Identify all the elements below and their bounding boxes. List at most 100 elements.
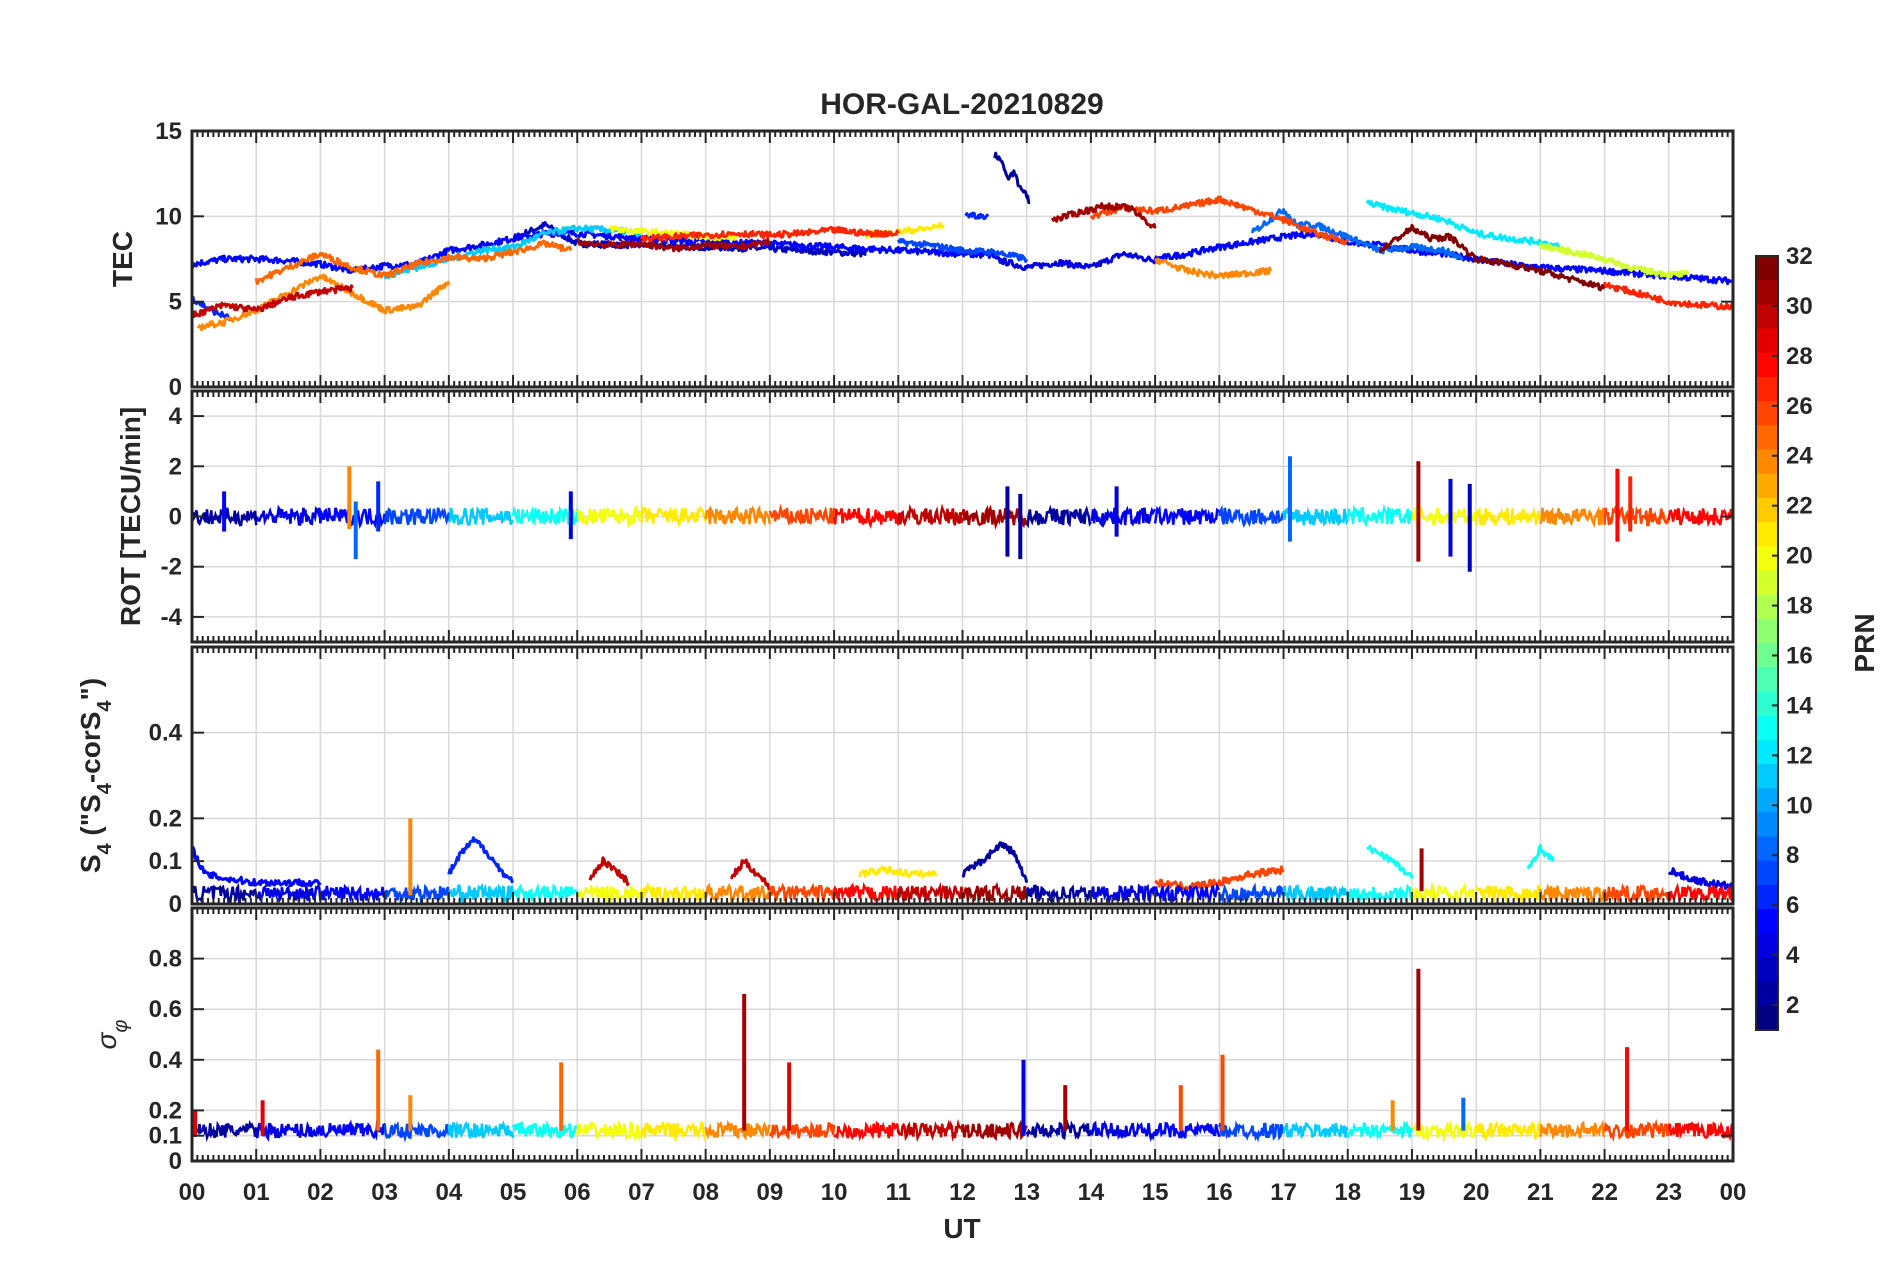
noise-trace-prn-2 bbox=[1025, 1118, 1093, 1141]
series-line-prn-3 bbox=[512, 221, 867, 258]
y-axis-label-tec: TEC bbox=[107, 231, 138, 287]
noise-trace-prn-26 bbox=[1603, 1118, 1671, 1143]
x-axis-label: UT bbox=[943, 1213, 980, 1244]
y-tick-label-tec: 0 bbox=[169, 374, 182, 401]
y-tick-label-s4: 0 bbox=[169, 891, 182, 918]
noise-trace-prn-11 bbox=[447, 506, 514, 526]
colorbar-segment bbox=[1756, 425, 1778, 451]
noise-trace-prn-11 bbox=[1282, 1121, 1349, 1140]
colorbar-segment bbox=[1756, 401, 1778, 426]
colorbar-tick-label: 6 bbox=[1786, 892, 1799, 919]
colorbar-tick-label: 28 bbox=[1786, 343, 1813, 370]
series-line-prn-27 bbox=[640, 225, 900, 243]
x-tick-label: 19 bbox=[1399, 1179, 1426, 1206]
x-tick-label: 06 bbox=[564, 1179, 591, 1206]
colorbar-tick-label: 30 bbox=[1786, 293, 1813, 320]
noise-trace-prn-7 bbox=[383, 1120, 451, 1143]
noise-trace-prn-11 bbox=[1282, 507, 1349, 527]
series-line-prn-20 bbox=[608, 225, 739, 242]
noise-trace-prn-20 bbox=[1410, 881, 1478, 905]
noise-trace-prn-13 bbox=[1346, 1120, 1414, 1142]
x-tick-label: 00 bbox=[1720, 1179, 1747, 1206]
colorbar-segment bbox=[1756, 497, 1778, 523]
series-line-prn-6 bbox=[964, 211, 990, 221]
noise-trace-prn-20 bbox=[576, 504, 643, 529]
colorbar-segment bbox=[1756, 594, 1778, 620]
series-line-prn-24 bbox=[1154, 257, 1273, 280]
noise-trace-prn-2 bbox=[1025, 504, 1092, 529]
y-tick-label-tec: 15 bbox=[155, 118, 182, 145]
noise-trace-prn-7 bbox=[1218, 504, 1285, 528]
series-line-prn-26 bbox=[1154, 865, 1285, 892]
series-line-prn-13 bbox=[1526, 843, 1555, 870]
x-tick-label: 04 bbox=[435, 1179, 462, 1206]
colorbar-segment bbox=[1756, 570, 1778, 596]
colorbar-segment bbox=[1756, 328, 1778, 354]
noise-trace-prn-28 bbox=[1667, 506, 1735, 528]
y-tick-label-s4: 0.2 bbox=[149, 805, 182, 832]
colorbar-segment bbox=[1756, 715, 1778, 741]
y-tick-label-sigma: 0.8 bbox=[149, 946, 182, 973]
noise-trace-prn-7 bbox=[1218, 1120, 1285, 1143]
noise-trace-prn-21 bbox=[640, 1120, 707, 1144]
noise-trace-prn-11 bbox=[1282, 884, 1350, 905]
series-line-prn-7 bbox=[896, 237, 1029, 263]
series-line-prn-21 bbox=[858, 865, 938, 879]
x-tick-label: 16 bbox=[1206, 1179, 1233, 1206]
colorbar-segment bbox=[1756, 788, 1778, 813]
x-tick-label: 14 bbox=[1078, 1179, 1105, 1206]
colorbar-segment bbox=[1756, 763, 1778, 789]
noise-trace-prn-28 bbox=[1667, 1121, 1735, 1142]
y-axis-label-part: -corS bbox=[75, 712, 106, 784]
colorbar-tick-label: 26 bbox=[1786, 393, 1813, 420]
x-tick-label: 11 bbox=[886, 1179, 911, 1206]
noise-trace-prn-4 bbox=[254, 1120, 322, 1142]
noise-trace-prn-30 bbox=[897, 503, 964, 527]
series-line-prn-31 bbox=[576, 237, 772, 253]
noise-trace-prn-20 bbox=[1410, 504, 1478, 526]
y-axis-label-sigma: σφ bbox=[91, 1020, 132, 1050]
noise-trace-prn-4 bbox=[255, 883, 322, 904]
y-tick-label-sigma: 0.6 bbox=[149, 996, 182, 1023]
noise-trace-prn-28 bbox=[833, 1120, 900, 1142]
noise-trace-prn-7 bbox=[1218, 882, 1285, 905]
noise-trace-prn-13 bbox=[511, 504, 579, 526]
x-tick-label: 13 bbox=[1013, 1179, 1040, 1206]
colorbar-tick-label: 24 bbox=[1786, 443, 1813, 470]
chart-title: HOR-GAL-20210829 bbox=[820, 88, 1103, 121]
series-line-prn-4 bbox=[1667, 867, 1734, 890]
colorbar-segment bbox=[1756, 376, 1778, 402]
colorbar-segment bbox=[1756, 957, 1778, 983]
colorbar-frame bbox=[1755, 255, 1779, 1031]
x-tick-label: 09 bbox=[757, 1179, 784, 1206]
colorbar-tick-label: 14 bbox=[1786, 692, 1813, 719]
y-axis-label-s4: S4 ("S4-corS4") bbox=[75, 678, 116, 873]
x-tick-label: 21 bbox=[1527, 1179, 1554, 1206]
noise-trace-prn-2 bbox=[191, 1119, 258, 1143]
noise-trace-prn-7 bbox=[383, 507, 451, 526]
y-tick-label-rot: -2 bbox=[161, 554, 182, 581]
noise-trace-prn-24 bbox=[704, 1119, 771, 1141]
series-line-prn-8 bbox=[1251, 208, 1464, 261]
x-tick-label: 23 bbox=[1655, 1179, 1682, 1206]
colorbar-segment bbox=[1756, 884, 1778, 910]
noise-trace-prn-7 bbox=[383, 883, 451, 904]
x-tick-label: 20 bbox=[1463, 1179, 1490, 1206]
noise-trace-prn-5 bbox=[1153, 505, 1221, 526]
x-tick-label: 01 bbox=[243, 1179, 270, 1206]
series-line-prn-32 bbox=[1378, 223, 1605, 292]
y-tick-label-rot: 0 bbox=[169, 504, 182, 531]
series-line-prn-31 bbox=[1051, 202, 1157, 229]
x-tick-label: 02 bbox=[307, 1179, 334, 1206]
y-axis-label-part: S bbox=[75, 854, 106, 873]
noise-trace-prn-4 bbox=[1090, 505, 1157, 529]
noise-trace-prn-5 bbox=[1153, 1121, 1221, 1140]
colorbar-segment bbox=[1756, 280, 1778, 305]
frame-layer bbox=[190, 129, 1735, 1163]
noise-trace-prn-5 bbox=[319, 504, 386, 530]
colorbar-tick-label: 18 bbox=[1786, 593, 1813, 620]
noise-trace-prn-28 bbox=[832, 507, 900, 530]
y-tick-label-tec: 10 bbox=[155, 203, 182, 230]
x-tick-label: 05 bbox=[500, 1179, 527, 1206]
